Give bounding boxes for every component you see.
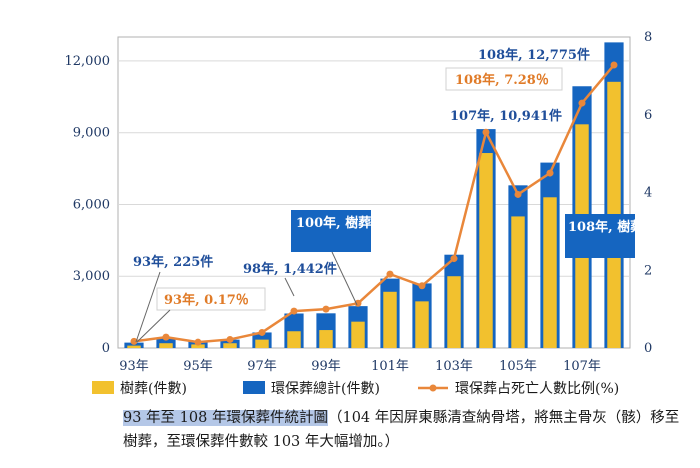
ratio-point (322, 305, 330, 313)
ratio-line (133, 64, 615, 344)
bar-tree (159, 343, 173, 348)
bar-tree (255, 339, 269, 348)
bar-tree (511, 216, 525, 348)
caption-text: （104 年因屏東縣清查納骨塔，將無主骨灰（骸）移至樹葬，至環保葬件數較 103… (123, 410, 680, 450)
x-tick-label: 97年 (247, 359, 277, 374)
legend-label-ratio: 環保葬占死亡人數比例(%) (455, 381, 619, 397)
ratio-point (418, 282, 426, 290)
bar-tree (383, 291, 397, 348)
bar-tree (191, 344, 205, 348)
bar-tree (415, 301, 429, 348)
ratio-point (258, 328, 266, 336)
leader-line-93-total (135, 271, 161, 343)
annotation-108-tree: 108年, 樹葬11,127件 (568, 219, 700, 235)
annotation-98-total: 98年, 1,442件 (243, 261, 337, 277)
leader-line-98 (284, 277, 295, 297)
bar-tree (543, 197, 557, 348)
bar-tree (447, 276, 461, 348)
ratio-point (578, 99, 586, 107)
ratio-point (546, 169, 554, 177)
annotation-107-total: 107年, 10,941件 (450, 108, 562, 124)
bar-tree (479, 153, 493, 348)
ratio-point (130, 337, 138, 345)
y-left-tick-label: 6,000 (73, 197, 110, 212)
annotation-93-ratio-box (156, 287, 266, 311)
y-right-tick-label: 8 (644, 30, 652, 45)
x-tick-label: 93年 (119, 359, 149, 374)
y-right-tick-label: 2 (644, 263, 652, 278)
y-right-tick-label: 0 (644, 341, 652, 356)
x-tick-label: 101年 (371, 359, 409, 374)
ratio-point (482, 128, 490, 136)
ratio-point (162, 333, 170, 341)
x-tick-label: 103年 (435, 359, 473, 374)
ratio-point (386, 270, 394, 278)
ratio-point (194, 338, 202, 346)
ratio-point (514, 190, 522, 198)
annotation-108-tree-box (565, 214, 635, 258)
caption-highlight: 93 年至 108 年環保葬件統計圖 (123, 410, 328, 426)
x-tick-label: 95年 (183, 359, 213, 374)
leader-line-100 (331, 251, 358, 306)
x-tick-label: 107年 (563, 359, 601, 374)
bar-tree (351, 321, 365, 348)
ratio-point (354, 299, 362, 307)
x-tick-label: 105年 (499, 359, 537, 374)
annotation-108-ratio-box (445, 67, 563, 91)
bar-tree (319, 330, 333, 348)
annotation-93-ratio: 93年, 0.17％ (164, 292, 249, 308)
legend: 樹葬(件數) 環保葬總計(件數) 環保葬占死亡人數比例(%) (92, 380, 619, 397)
x-tick-label: 99年 (311, 359, 341, 374)
ratio-point (226, 335, 234, 343)
y-right-tick-label: 4 (644, 186, 652, 201)
ratio-point (450, 255, 458, 263)
annotation-100-tree-box (291, 210, 371, 252)
figure-caption: 93 年至 108 年環保葬件統計圖（104 年因屏東縣清查納骨塔，將無主骨灰（… (123, 406, 688, 454)
ratio-point (610, 61, 618, 69)
legend-swatch-tree (92, 381, 114, 394)
y-left-tick-label: 9,000 (73, 126, 110, 141)
bar-total (124, 342, 144, 348)
bar-tree (223, 343, 237, 348)
leader-line-93-ratio (136, 309, 171, 343)
legend-label-total: 環保葬總計(件數) (271, 380, 380, 397)
ratio-point (290, 307, 298, 315)
bar-tree (127, 345, 141, 348)
annotation-108-ratio: 108年, 7.28％ (455, 72, 549, 88)
y-left-tick-label: 3,000 (73, 269, 110, 284)
annotation-100-tree: 100年, 樹葬1,101件 (296, 215, 425, 231)
annotation-108-total: 108年, 12,775件 (478, 47, 590, 63)
legend-swatch-total (243, 381, 265, 394)
annotation-93-total: 93年, 225件 (133, 254, 213, 270)
y-left-tick-label: 0 (102, 341, 110, 356)
legend-swatch-ratio-dot (429, 384, 437, 392)
legend-label-tree: 樹葬(件數) (120, 381, 187, 397)
y-right-tick-label: 6 (644, 108, 652, 123)
bar-tree (287, 331, 301, 348)
y-left-tick-label: 12,000 (65, 54, 111, 69)
